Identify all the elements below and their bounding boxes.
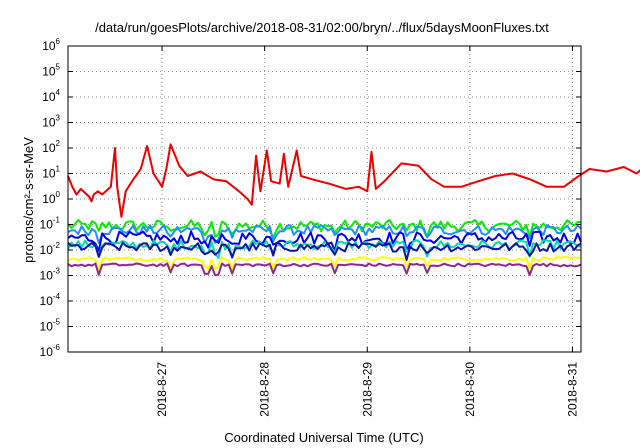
y-tick-label: 10-3 bbox=[40, 267, 61, 283]
chart-title: /data/run/goesPlots/archive/2018-08-31/0… bbox=[95, 20, 549, 35]
series-line-6 bbox=[67, 241, 582, 261]
y-tick-label: 10-6 bbox=[40, 343, 61, 359]
x-axis-label: Coordinated Universal Time (UTC) bbox=[224, 430, 423, 445]
y-tick-label: 105 bbox=[42, 63, 60, 79]
y-tick-label: 102 bbox=[42, 139, 60, 155]
y-tick-label: 10-5 bbox=[40, 318, 61, 334]
x-tick-label: 2018-8-31 bbox=[565, 362, 579, 417]
x-tick-label: 2018-8-30 bbox=[463, 362, 477, 417]
y-tick-label: 10-1 bbox=[40, 216, 61, 232]
x-tick-label: 2018-8-29 bbox=[360, 362, 374, 417]
y-axis-ticks: 10-6 10-5 10-4 10-3 10-2 10-1 100 101 102 103 104 1… bbox=[40, 37, 581, 359]
x-tick-label: 2018-8-27 bbox=[155, 362, 169, 417]
x-tick-label: 2018-8-28 bbox=[258, 362, 272, 417]
series-line-7 bbox=[67, 255, 582, 271]
series-line-3 bbox=[67, 224, 582, 245]
series-line-5 bbox=[67, 239, 582, 260]
y-tick-label: 10-4 bbox=[40, 292, 61, 308]
y-tick-label: 103 bbox=[42, 114, 60, 130]
x-axis-ticks: 2018-8-27 2018-8-28 2018-8-29 2018-8-30 2018… bbox=[155, 46, 579, 417]
series-line-8 bbox=[67, 262, 582, 277]
y-axis-label: protons/cm²-s-sr-MeV bbox=[21, 137, 36, 263]
series-group bbox=[67, 143, 640, 277]
y-tick-label: 104 bbox=[42, 88, 60, 104]
y-tick-label: 101 bbox=[42, 165, 60, 181]
y-tick-label: 10-2 bbox=[40, 241, 61, 257]
series-line-1 bbox=[67, 143, 640, 218]
grid bbox=[68, 46, 581, 352]
y-tick-label: 100 bbox=[42, 190, 60, 206]
y-tick-label: 106 bbox=[42, 37, 60, 53]
series-line-2 bbox=[67, 219, 582, 239]
